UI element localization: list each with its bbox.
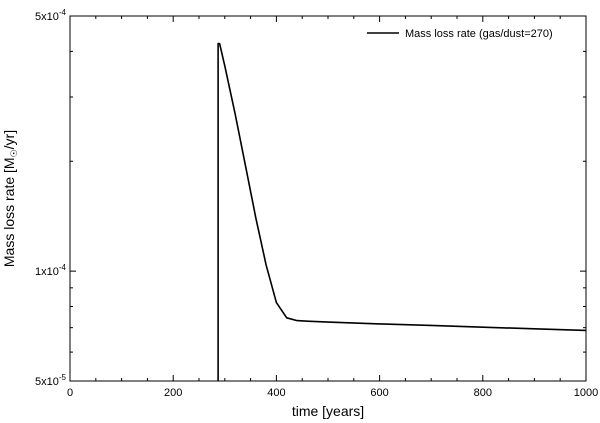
x-tick-label: 800 [474,387,492,399]
y-axis-label: Mass loss rate [M☉/yr] [1,130,19,267]
y-tick-exponent: -4 [59,263,67,272]
y-tick-mantissa: 5x10 [35,11,59,23]
y-tick-exponent: -5 [59,373,67,382]
x-tick-label: 0 [67,387,73,399]
y-tick-label: 5x10-4 [35,8,67,23]
y-axis-label-suffix: /yr] [1,130,17,149]
y-tick-exponent: -4 [59,8,67,17]
y-tick-mantissa: 1x10 [35,266,59,278]
solar-symbol: ☉ [9,149,19,157]
plot-axes [69,15,587,382]
x-tick-label: 600 [370,387,388,399]
y-tick-label: 5x10-5 [35,373,67,388]
legend: Mass loss rate (gas/dust=270) [367,28,553,40]
plot-frame [69,15,587,382]
y-axis-label-prefix: Mass loss rate [M [1,157,17,267]
x-tick-label: 1000 [574,387,598,399]
y-tick-mantissa: 5x10 [35,376,59,388]
legend-label: Mass loss rate (gas/dust=270) [405,28,553,40]
series-group [217,42,587,381]
series-line [217,42,587,381]
x-axis-label: time [years] [292,403,364,419]
x-tick-label: 400 [267,387,285,399]
x-tick-label: 200 [164,387,182,399]
y-tick-label: 1x10-4 [35,263,67,278]
x-tick-group: 0 200 400 600 800 1000 [67,16,598,399]
